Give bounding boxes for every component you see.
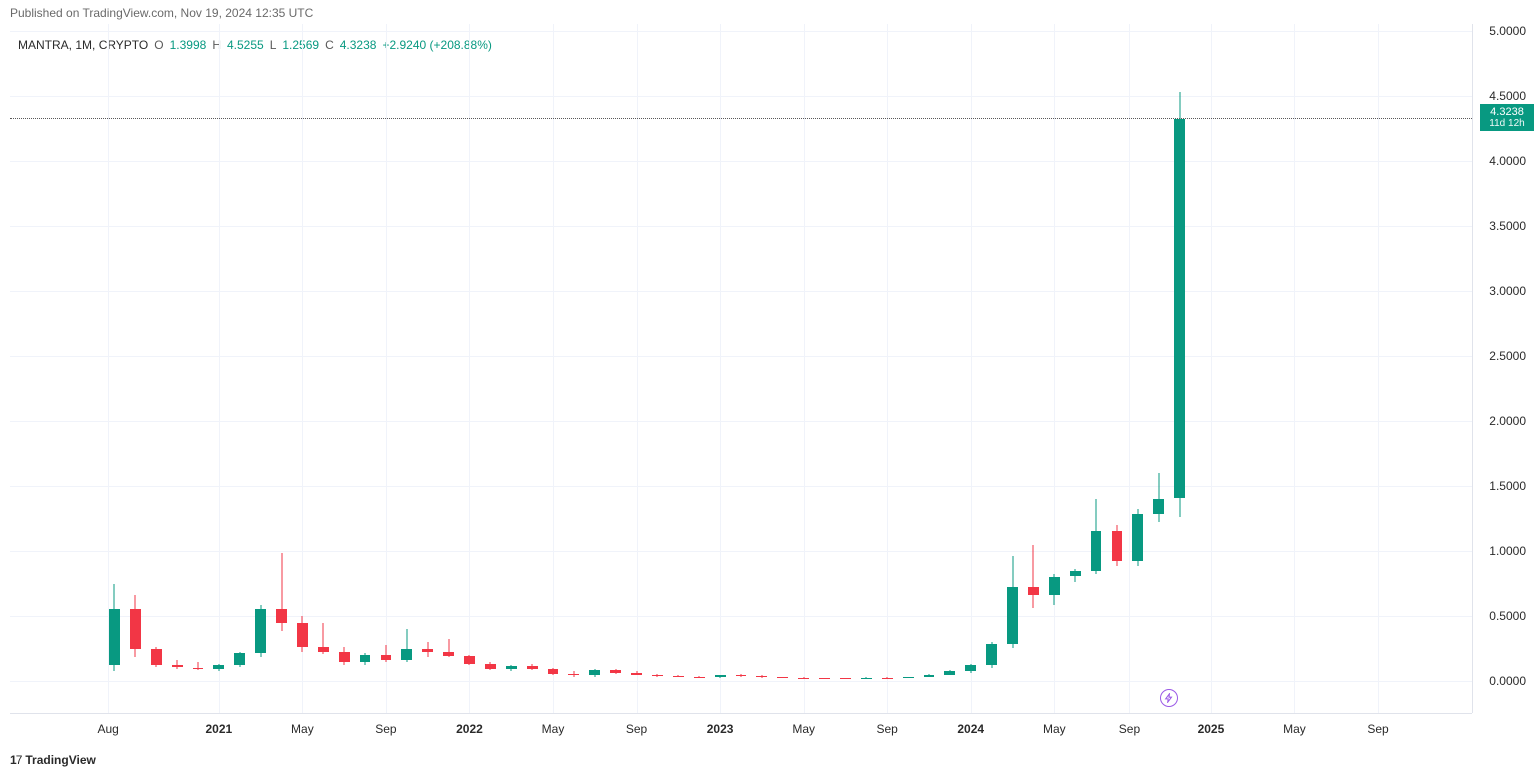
candle[interactable] (422, 24, 433, 713)
candle[interactable] (1007, 24, 1018, 713)
candle[interactable] (527, 24, 538, 713)
y-tick-label: 0.0000 (1489, 674, 1526, 688)
y-tick-label: 1.0000 (1489, 544, 1526, 558)
y-tick-label: 4.0000 (1489, 154, 1526, 168)
candle[interactable] (1070, 24, 1081, 713)
candle[interactable] (193, 24, 204, 713)
gridline-v (1378, 24, 1379, 713)
candle[interactable] (986, 24, 997, 713)
candle[interactable] (297, 24, 308, 713)
x-tick-label: Sep (626, 722, 647, 736)
x-tick-label: May (792, 722, 815, 736)
candle[interactable] (1091, 24, 1102, 713)
y-tick-label: 2.5000 (1489, 349, 1526, 363)
candle[interactable] (213, 24, 224, 713)
candle[interactable] (840, 24, 851, 713)
candle[interactable] (924, 24, 935, 713)
candle[interactable] (861, 24, 872, 713)
x-tick-label: Aug (97, 722, 118, 736)
candle[interactable] (485, 24, 496, 713)
current-price-badge: 4.323811d 12h (1480, 104, 1534, 131)
candle[interactable] (1112, 24, 1123, 713)
candle[interactable] (1049, 24, 1060, 713)
x-tick-label: 2023 (707, 722, 734, 736)
candle[interactable] (318, 24, 329, 713)
candle[interactable] (756, 24, 767, 713)
y-tick-label: 0.5000 (1489, 609, 1526, 623)
x-tick-label: May (1283, 722, 1306, 736)
candle[interactable] (381, 24, 392, 713)
x-tick-label: Sep (375, 722, 396, 736)
x-axis[interactable]: Aug 2021 May Sep 2022 May Sep 2023 May Sep 2024 May… (10, 713, 1472, 743)
candle[interactable] (151, 24, 162, 713)
gridline-v (1129, 24, 1130, 713)
y-axis[interactable]: 0.0000 0.5000 1.0000 1.5000 2.0000 2.5000 3.00… (1472, 24, 1534, 713)
x-tick-label: 2021 (205, 722, 232, 736)
candle[interactable] (631, 24, 642, 713)
x-tick-label: Sep (1367, 722, 1388, 736)
tradingview-logo-icon: 17 (10, 753, 21, 767)
x-tick-label: Sep (1119, 722, 1140, 736)
x-tick-label: 2024 (957, 722, 984, 736)
candle[interactable] (819, 24, 830, 713)
candle[interactable] (109, 24, 120, 713)
candle[interactable] (506, 24, 517, 713)
candle[interactable] (276, 24, 287, 713)
y-tick-label: 1.5000 (1489, 479, 1526, 493)
x-tick-label: Sep (877, 722, 898, 736)
candle[interactable] (1174, 24, 1185, 713)
candle[interactable] (965, 24, 976, 713)
published-header: Published on TradingView.com, Nov 19, 20… (10, 6, 313, 20)
candle[interactable] (1153, 24, 1164, 713)
candle[interactable] (568, 24, 579, 713)
candle[interactable] (255, 24, 266, 713)
x-tick-label: May (291, 722, 314, 736)
tradingview-brand: 17 TradingView (10, 753, 96, 767)
y-tick-label: 4.5000 (1489, 89, 1526, 103)
candle[interactable] (443, 24, 454, 713)
candle[interactable] (401, 24, 412, 713)
candle[interactable] (944, 24, 955, 713)
gridline-v (1211, 24, 1212, 713)
current-price-line (10, 118, 1472, 119)
candle[interactable] (903, 24, 914, 713)
y-tick-label: 3.5000 (1489, 219, 1526, 233)
gridline-v (1294, 24, 1295, 713)
y-tick-label: 5.0000 (1489, 24, 1526, 38)
x-tick-label: 2022 (456, 722, 483, 736)
x-tick-label: May (542, 722, 565, 736)
candle[interactable] (548, 24, 559, 713)
candle[interactable] (339, 24, 350, 713)
candle[interactable] (360, 24, 371, 713)
y-tick-label: 3.0000 (1489, 284, 1526, 298)
x-tick-label: 2025 (1198, 722, 1225, 736)
candle[interactable] (777, 24, 788, 713)
candle[interactable] (1132, 24, 1143, 713)
candle[interactable] (882, 24, 893, 713)
candle[interactable] (589, 24, 600, 713)
candle[interactable] (652, 24, 663, 713)
x-tick-label: May (1043, 722, 1066, 736)
candle[interactable] (736, 24, 747, 713)
candle[interactable] (798, 24, 809, 713)
y-tick-label: 2.0000 (1489, 414, 1526, 428)
candle[interactable] (234, 24, 245, 713)
candle[interactable] (673, 24, 684, 713)
candle[interactable] (172, 24, 183, 713)
candle[interactable] (715, 24, 726, 713)
candle[interactable] (610, 24, 621, 713)
candle[interactable] (464, 24, 475, 713)
candle[interactable] (694, 24, 705, 713)
candle[interactable] (130, 24, 141, 713)
candle[interactable] (1028, 24, 1039, 713)
candlestick-chart[interactable] (10, 24, 1472, 713)
